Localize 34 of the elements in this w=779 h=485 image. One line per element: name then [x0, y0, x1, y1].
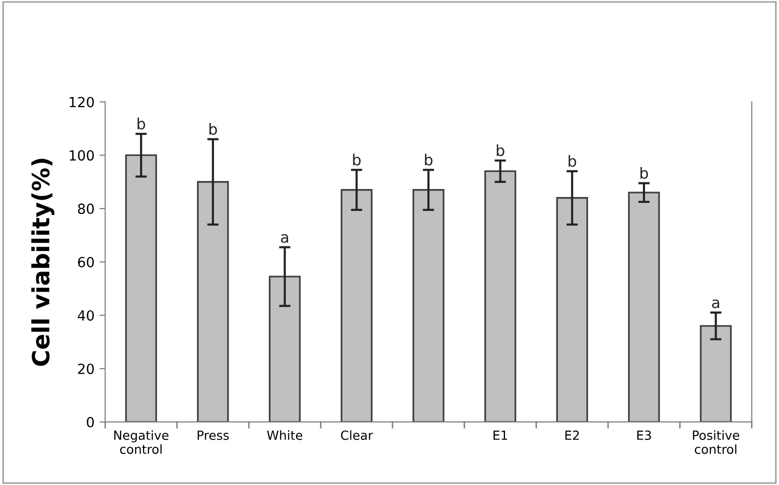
bar [700, 325, 732, 422]
bar [556, 197, 588, 422]
data-label: b [568, 155, 576, 167]
y-tick-label: 0 [86, 416, 94, 428]
x-tick-label: E2 [565, 430, 579, 440]
data-label: b [640, 167, 648, 179]
y-tick-label: 40 [78, 310, 94, 321]
data-label: b [353, 154, 361, 166]
y-tick-label: 100 [70, 150, 94, 161]
data-label: b [496, 144, 504, 156]
x-tick-label: Clear [340, 430, 373, 440]
bar [197, 181, 229, 422]
data-label: b [424, 154, 432, 166]
x-tick-label: White [267, 430, 302, 440]
data-label: a [281, 234, 288, 243]
x-tick-label: E1 [494, 430, 508, 440]
y-tick-label: 20 [78, 364, 94, 374]
data-label: b [209, 123, 217, 135]
y-tick-label: 120 [70, 96, 94, 108]
x-tick-label: Negative control [114, 430, 168, 454]
data-label: b [138, 118, 146, 130]
x-tick-label: E3 [637, 430, 651, 440]
bar [268, 276, 301, 422]
data-label: a [712, 299, 720, 308]
bar [340, 189, 373, 422]
y-axis-title: Cell viability(%) [31, 158, 54, 366]
x-tick-label: Press [198, 430, 229, 440]
y-tick-label: 60 [78, 256, 94, 268]
bar [125, 154, 158, 422]
bar [628, 192, 660, 422]
x-tick-label: Positive control [692, 430, 740, 454]
bar [412, 189, 444, 422]
bar [484, 170, 516, 422]
y-tick-label: 80 [78, 204, 94, 214]
